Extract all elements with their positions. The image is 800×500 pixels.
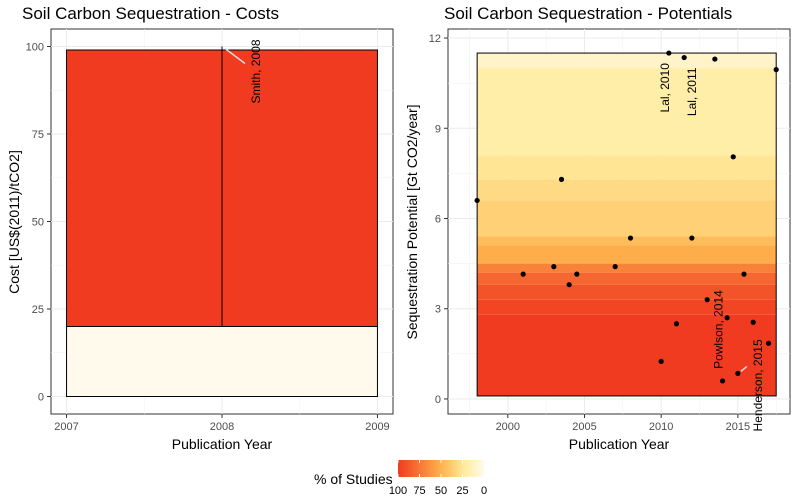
left-y-axis-title: Cost [US$(2011)/tCO2]: [6, 150, 22, 294]
potential-band: [477, 68, 777, 156]
legend-title: % of Studies: [314, 471, 393, 487]
data-point: [612, 264, 618, 270]
legend-tick-label: 0: [481, 485, 487, 497]
right-y-tick-label: 12: [429, 33, 441, 45]
right-x-tick-label: 2015: [726, 421, 750, 433]
potential-band: [477, 284, 777, 300]
potential-band: [477, 272, 777, 285]
left-y-tick-label: 75: [32, 129, 44, 141]
data-point: [666, 50, 672, 56]
potential-band: [477, 236, 777, 246]
data-point: [558, 176, 565, 182]
left-chart-title: Soil Carbon Sequestration - Costs: [22, 4, 279, 23]
potential-band: [477, 314, 777, 396]
right-x-tick-label: 2010: [649, 421, 673, 433]
potential-range-outline: [476, 52, 777, 397]
point-label: Henderson, 2015: [751, 339, 765, 431]
left-plot-panel: Smith, 2008 2007 2008 2009 0 25 50 75 100: [26, 28, 394, 433]
legend-colorbar: [398, 460, 484, 477]
potential-band: [477, 245, 777, 264]
potential-band: [477, 53, 777, 69]
right-y-axis-title: Sequestration Potential [Gt CO2/year]: [404, 104, 420, 339]
right-y-tick-label: 9: [435, 123, 441, 135]
point-label: Powlson, 2014: [712, 290, 726, 369]
legend-tick-label: 100: [389, 485, 407, 497]
right-x-axis-title: Publication Year: [569, 436, 670, 452]
data-point: [551, 264, 557, 270]
study-label-connector: [224, 47, 246, 65]
study-label: Smith, 2008: [249, 39, 263, 103]
point-label: Lal, 2011: [685, 67, 699, 116]
right-x-tick-label: 2005: [572, 421, 596, 433]
point-label: Lal, 2010: [658, 63, 672, 113]
right-y-tick-label: 3: [435, 304, 441, 316]
potential-band: [477, 155, 777, 180]
data-point: [741, 271, 747, 277]
left-x-tick-label: 2007: [54, 421, 78, 433]
right-plot-panel: Lal, 2010 Lal, 2011 Powlson, 2014 Henderson…: [429, 28, 791, 433]
data-point: [658, 358, 664, 364]
right-chart-title: Soil Carbon Sequestration - Potentials: [444, 4, 732, 23]
right-x-tick-label: 2000: [496, 421, 520, 433]
data-point: [566, 282, 572, 288]
left-x-tick-label: 2009: [365, 421, 389, 433]
potential-band: [477, 263, 777, 273]
data-point: [735, 370, 741, 376]
cost-band: [66, 326, 378, 397]
legend-tick-label: 25: [456, 485, 468, 497]
data-point: [673, 321, 680, 327]
legend-tick-label: 50: [435, 485, 447, 497]
data-point: [765, 340, 772, 346]
potential-band: [477, 200, 777, 237]
right-y-tick-label: 6: [435, 213, 441, 225]
data-point: [574, 271, 580, 277]
data-point: [681, 54, 687, 61]
data-point: [474, 197, 480, 204]
data-point: [724, 315, 730, 321]
left-y-tick-label: 0: [38, 392, 44, 404]
data-point: [773, 67, 779, 73]
left-y-tick-label: 50: [32, 217, 44, 229]
data-point: [730, 154, 736, 160]
left-y-tick-label: 100: [26, 42, 44, 54]
left-x-axis-title: Publication Year: [172, 436, 273, 452]
data-point: [689, 235, 695, 241]
legend: % of Studies 100 75 50 25 0: [314, 460, 487, 497]
data-point: [704, 297, 710, 303]
data-point: [627, 235, 634, 241]
potential-band: [477, 299, 777, 315]
point-label-connector: [740, 365, 748, 372]
data-point: [719, 378, 726, 384]
legend-tick-label: 75: [413, 485, 425, 497]
potential-band: [477, 179, 777, 201]
left-y-tick-label: 25: [32, 304, 44, 316]
left-x-tick-label: 2008: [210, 421, 234, 433]
right-y-tick-label: 0: [435, 394, 441, 406]
data-point: [712, 56, 718, 62]
data-point: [520, 271, 526, 277]
data-point: [750, 319, 756, 325]
